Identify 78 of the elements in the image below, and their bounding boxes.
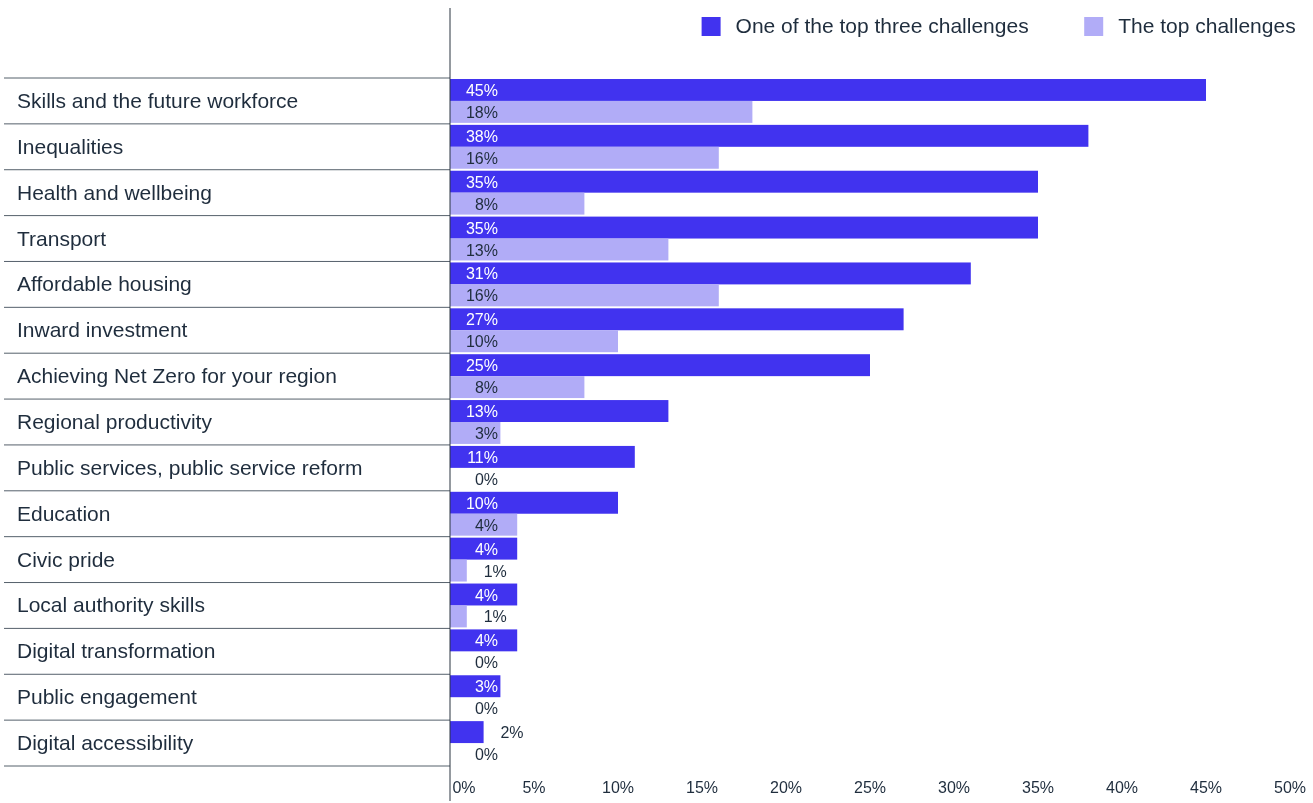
data-label: 4% bbox=[474, 586, 498, 604]
data-label: 1% bbox=[483, 562, 507, 580]
x-tick-label: 0% bbox=[452, 779, 476, 796]
y-tick-label: Digital accessibility bbox=[17, 731, 194, 755]
y-tick-label: Civic pride bbox=[17, 547, 116, 571]
bar bbox=[450, 262, 971, 285]
data-label: 8% bbox=[474, 195, 498, 213]
data-label: 16% bbox=[465, 149, 498, 167]
y-tick-label: Regional productivity bbox=[17, 410, 213, 433]
bar bbox=[450, 170, 1038, 193]
bar bbox=[450, 330, 618, 353]
data-label: 45% bbox=[465, 81, 498, 99]
x-tick-label: 10% bbox=[601, 779, 635, 796]
data-label: 11% bbox=[467, 448, 498, 466]
legend-label: One of the top three challenges bbox=[735, 14, 1029, 37]
data-label: 4% bbox=[474, 632, 498, 650]
bar bbox=[450, 238, 669, 261]
y-tick-label: Transport bbox=[17, 226, 107, 250]
bar bbox=[450, 721, 484, 744]
y-tick-label: Local authority skills bbox=[17, 593, 205, 617]
bar bbox=[450, 308, 904, 331]
data-label: 27% bbox=[465, 311, 498, 329]
data-label: 8% bbox=[474, 379, 498, 397]
bar bbox=[450, 400, 669, 422]
x-tick-label: 50% bbox=[1273, 779, 1307, 796]
data-label: 2% bbox=[500, 724, 524, 742]
data-label: 10% bbox=[465, 333, 498, 351]
data-label: 0% bbox=[474, 746, 498, 764]
x-tick-label: 20% bbox=[769, 779, 803, 796]
bar bbox=[450, 216, 1038, 239]
legend-label: The top challenges bbox=[1118, 14, 1296, 37]
data-label: 16% bbox=[465, 287, 498, 305]
bar bbox=[450, 284, 719, 307]
y-tick-label: Education bbox=[17, 501, 111, 525]
data-label: 0% bbox=[474, 470, 498, 488]
data-label: 1% bbox=[483, 608, 507, 626]
data-label: 25% bbox=[465, 357, 498, 375]
y-tick-label: Inequalities bbox=[17, 134, 124, 158]
data-label: 35% bbox=[465, 219, 498, 237]
y-tick-label: Achieving Net Zero for your region bbox=[17, 364, 337, 388]
bar bbox=[450, 124, 1089, 147]
y-tick-label: Affordable housing bbox=[17, 272, 192, 296]
x-tick-label: 45% bbox=[1189, 779, 1223, 796]
x-tick-label: 30% bbox=[937, 779, 971, 796]
x-tick-label: 15% bbox=[685, 779, 719, 796]
data-label: 18% bbox=[465, 103, 498, 121]
y-tick-label: Inward investment bbox=[17, 318, 188, 342]
y-tick-label: Public services, public service reform bbox=[17, 455, 363, 479]
data-label: 10% bbox=[465, 494, 498, 512]
data-label: 4% bbox=[474, 540, 498, 558]
data-label: 38% bbox=[465, 127, 498, 145]
y-tick-label: Skills and the future workforce bbox=[17, 88, 299, 112]
y-tick-label: Digital transformation bbox=[17, 639, 216, 663]
data-label: 3% bbox=[474, 424, 498, 442]
bar bbox=[450, 192, 585, 215]
bar bbox=[450, 445, 635, 468]
bar bbox=[450, 491, 618, 514]
y-tick-label: Health and wellbeing bbox=[17, 180, 212, 204]
y-tick-label: Public engagement bbox=[17, 685, 197, 709]
x-tick-label: 35% bbox=[1021, 779, 1055, 796]
bar bbox=[450, 354, 870, 377]
data-label: 0% bbox=[474, 700, 498, 718]
bar bbox=[450, 559, 467, 582]
data-label: 4% bbox=[474, 516, 498, 534]
x-tick-label: 40% bbox=[1105, 779, 1139, 796]
data-label: 31% bbox=[465, 265, 498, 283]
x-tick-label: 5% bbox=[522, 779, 546, 796]
bar bbox=[450, 605, 467, 628]
bar bbox=[450, 146, 719, 169]
data-label: 35% bbox=[465, 173, 498, 191]
x-tick-label: 25% bbox=[853, 779, 887, 796]
data-label: 3% bbox=[474, 678, 498, 696]
data-label: 13% bbox=[465, 403, 498, 421]
bar bbox=[450, 376, 585, 399]
bar bbox=[450, 100, 753, 123]
data-label: 13% bbox=[465, 241, 498, 259]
bar bbox=[450, 79, 1206, 101]
data-label: 0% bbox=[474, 654, 498, 672]
